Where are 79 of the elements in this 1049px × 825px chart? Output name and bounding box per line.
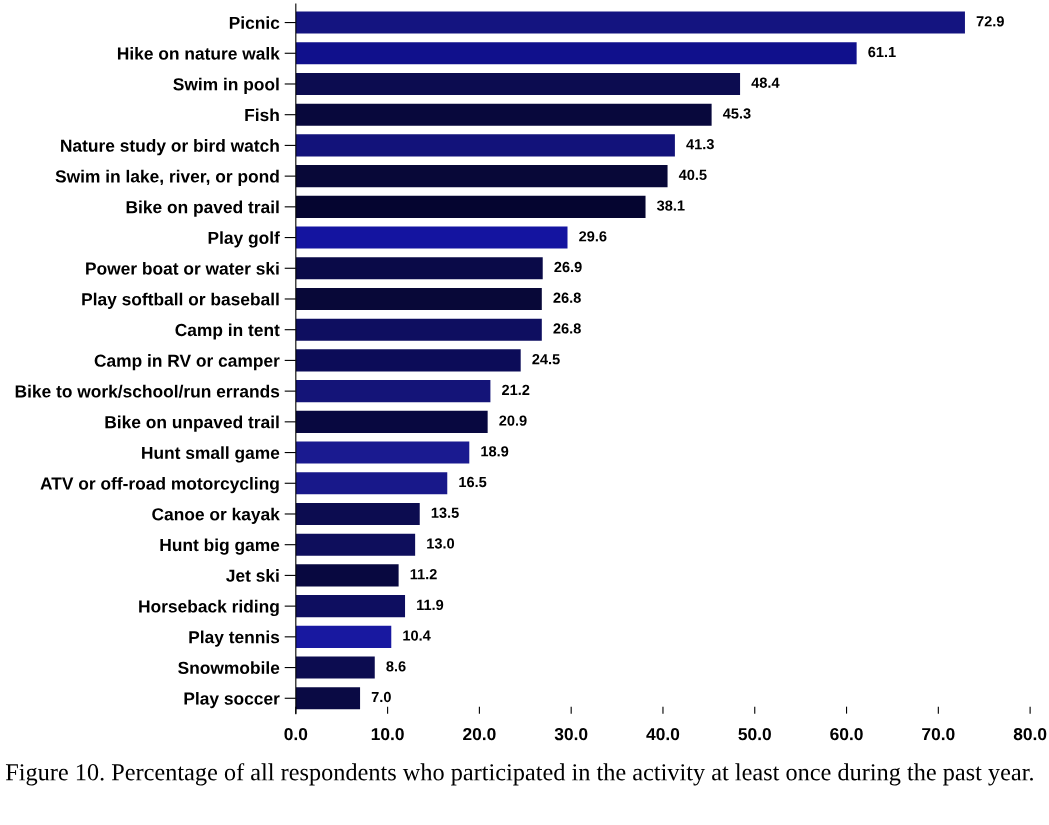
data-label: 45.3 (722, 108, 751, 119)
data-label: 61.1 (868, 46, 896, 58)
bar (295, 11, 965, 34)
bar (295, 380, 491, 403)
bar (295, 349, 521, 372)
y-tick-label: Fish (245, 108, 279, 122)
x-tick-label: 60.0 (830, 727, 863, 741)
data-label: 8.6 (386, 661, 406, 672)
y-tick-label: Snowmobile (178, 661, 280, 675)
data-label: 48.4 (751, 77, 780, 88)
bar (295, 656, 375, 679)
y-tick-label: Swim in lake, river, or pond (55, 169, 279, 187)
data-label: 24.5 (532, 354, 560, 365)
bar (295, 472, 448, 495)
y-tick-label: Nature study or bird watch (61, 139, 279, 156)
data-label: 11.9 (417, 599, 444, 611)
data-label: 7.0 (371, 691, 391, 703)
bar (295, 410, 488, 433)
data-label: 13.5 (431, 507, 459, 518)
bar (295, 226, 568, 249)
caption: Figure 10. Percentage of all respondents who participated in the activity at least once during the past year. (5, 763, 1033, 786)
y-tick-label: Play soccer (184, 691, 280, 709)
bar (295, 134, 675, 157)
y-tick-label: Jet ski (226, 569, 279, 582)
bar (295, 595, 406, 618)
data-label: 16.5 (459, 476, 487, 488)
y-tick-label: Bike on unpaved trail (105, 415, 279, 432)
data-label: 13.0 (427, 538, 455, 549)
bar (295, 687, 361, 710)
y-tick-label: Camp in RV or camper (94, 354, 280, 371)
y-tick-label: Bike to work/school/run errands (15, 384, 280, 398)
data-label: 26.8 (553, 292, 581, 303)
x-tick-label: 10.0 (371, 727, 404, 741)
y-tick-label: Swim in pool (173, 77, 279, 94)
data-label: 10.4 (403, 630, 431, 641)
y-tick-label: Picnic (229, 16, 280, 30)
data-label: 72.9 (976, 16, 1004, 27)
bar (295, 502, 420, 526)
y-tick-label: Camp in tent (175, 323, 280, 340)
bar (295, 165, 668, 188)
y-tick-label: Play tennis (189, 630, 280, 647)
bar (295, 318, 542, 341)
bar (295, 625, 392, 648)
data-label: 26.9 (554, 261, 582, 273)
bar (295, 42, 857, 65)
data-label: 38.1 (656, 200, 685, 211)
y-tick-label: Play softball or baseball (82, 292, 279, 309)
data-label: 11.2 (410, 569, 437, 580)
data-label: 18.9 (481, 446, 509, 457)
x-tick-label: 30.0 (554, 727, 588, 741)
y-tick-label: Hunt big game (160, 538, 280, 555)
bar (295, 441, 470, 464)
x-tick-label: 70.0 (922, 727, 955, 741)
data-label: 21.2 (502, 384, 530, 395)
bar (295, 195, 646, 218)
y-tick-label: Canoe or kayak (152, 507, 280, 524)
y-tick-label: Hike on nature walk (117, 46, 280, 60)
x-tick-label: 20.0 (463, 727, 496, 741)
bar (295, 533, 416, 556)
bar (295, 103, 712, 126)
x-tick-label: 40.0 (646, 727, 680, 741)
x-tick-label: 80.0 (1013, 727, 1047, 741)
bar (295, 287, 542, 311)
y-tick-label: Bike on paved trail (126, 200, 279, 217)
y-tick-label: Horseback riding (139, 599, 279, 617)
y-tick-label: ATV or off-road motorcycling (40, 476, 279, 494)
x-tick-label: 50.0 (738, 727, 771, 741)
data-label: 26.8 (553, 323, 581, 334)
x-tick-label: 0.0 (284, 727, 308, 741)
y-tick-label: Play golf (208, 231, 280, 248)
data-label: 29.6 (579, 231, 607, 242)
bar (295, 72, 741, 96)
bar (295, 564, 399, 587)
data-label: 40.5 (678, 169, 707, 181)
y-tick-label: Power boat or water ski (86, 261, 279, 275)
data-label: 41.3 (686, 139, 714, 150)
bar (295, 257, 543, 280)
y-tick-label: Hunt small game (142, 446, 280, 463)
data-label: 20.9 (499, 415, 527, 426)
